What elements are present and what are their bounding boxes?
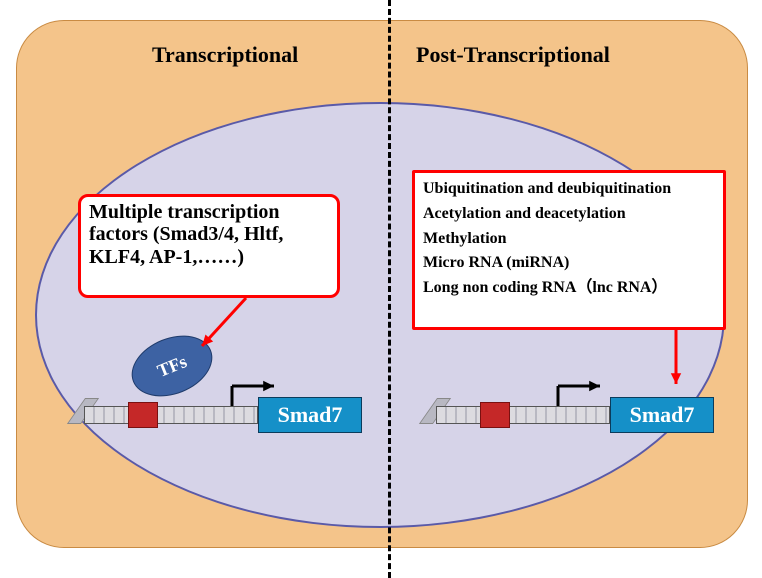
smad7-label: Smad7 bbox=[630, 402, 695, 428]
post-modification-list-box: Ubiquitination and deubiquitination Acet… bbox=[412, 170, 726, 330]
gene-right: Smad7 bbox=[436, 384, 714, 426]
gene-left: Smad7 bbox=[84, 384, 362, 426]
gene-bar bbox=[84, 406, 258, 424]
gene-bar bbox=[436, 406, 610, 424]
tf-callout-box: Multiple transcription factors (Smad3/4,… bbox=[78, 194, 340, 298]
center-divider bbox=[388, 0, 391, 578]
list-item: Methylation bbox=[423, 227, 715, 252]
smad7-block: Smad7 bbox=[610, 397, 714, 433]
tf-oval-label: TFs bbox=[154, 351, 190, 382]
tf-callout-title: Multiple transcription bbox=[89, 201, 329, 223]
list-item: Micro RNA (miRNA) bbox=[423, 251, 715, 276]
gene-promoter bbox=[480, 402, 510, 428]
heading-transcriptional: Transcriptional bbox=[152, 42, 298, 68]
gene-promoter bbox=[128, 402, 158, 428]
smad7-label: Smad7 bbox=[278, 402, 343, 428]
list-item: Long non coding RNA（lnc RNA） bbox=[423, 276, 715, 301]
list-item: Ubiquitination and deubiquitination bbox=[423, 177, 715, 202]
heading-post-transcriptional: Post-Transcriptional bbox=[416, 42, 610, 68]
tf-callout-content: factors (Smad3/4, Hltf, KLF4, AP-1,……) bbox=[89, 223, 329, 269]
list-item: Acetylation and deacetylation bbox=[423, 202, 715, 227]
smad7-block: Smad7 bbox=[258, 397, 362, 433]
